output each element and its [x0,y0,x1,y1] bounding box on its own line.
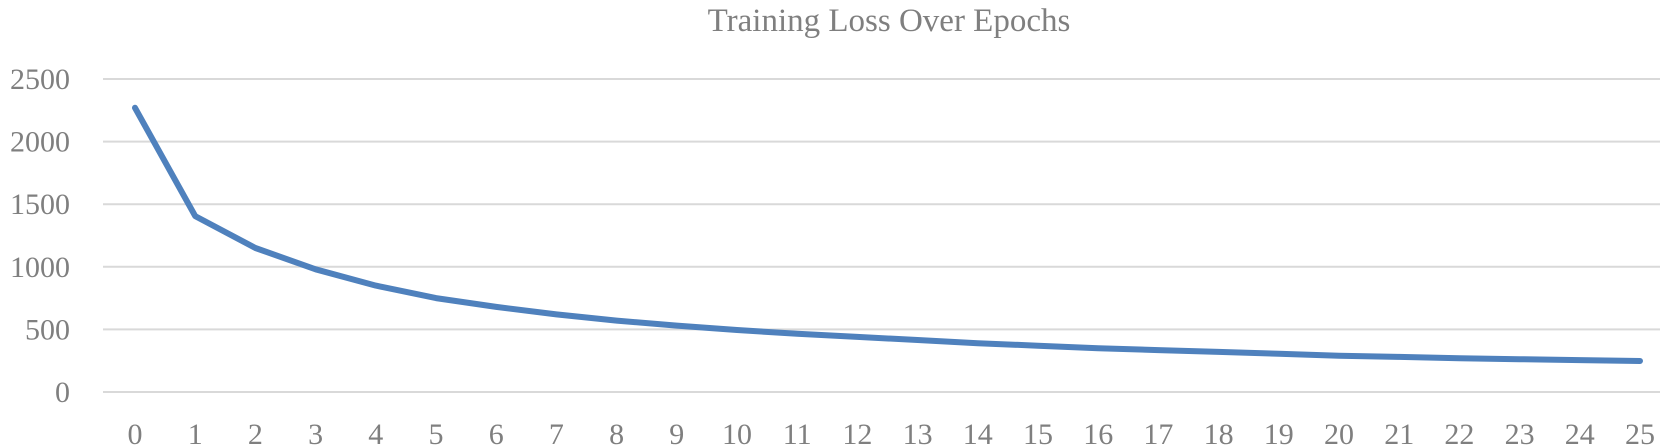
x-tick-label: 15 [1023,418,1053,445]
x-tick-label: 21 [1384,418,1414,445]
x-tick-label: 17 [1143,418,1173,445]
y-axis-ticks: 0 500 1000 1500 2000 2500 [10,63,70,409]
x-tick-label: 25 [1625,418,1655,445]
x-tick-label: 1 [188,418,203,445]
x-tick-label: 19 [1264,418,1294,445]
x-tick-label: 14 [963,418,993,445]
x-tick-label: 2 [248,418,263,445]
x-tick-label: 7 [549,418,564,445]
x-tick-label: 8 [609,418,624,445]
y-tick-label: 1500 [10,188,70,221]
x-tick-label: 3 [308,418,323,445]
x-tick-label: 22 [1444,418,1474,445]
x-tick-label: 12 [842,418,872,445]
chart-title: Training Loss Over Epochs [708,3,1071,39]
x-tick-label: 23 [1505,418,1535,445]
y-tick-label: 2000 [10,126,70,159]
y-tick-label: 0 [55,376,70,409]
x-tick-label: 6 [489,418,504,445]
x-tick-label: 16 [1083,418,1113,445]
x-tick-label: 20 [1324,418,1354,445]
gridlines [103,78,1660,393]
y-tick-label: 2500 [10,63,70,96]
x-tick-label: 5 [429,418,444,445]
x-tick-label: 13 [903,418,933,445]
x-tick-label: 4 [368,418,383,445]
x-tick-label: 11 [783,418,812,445]
y-tick-label: 1000 [10,251,70,284]
y-tick-label: 500 [25,313,70,346]
x-tick-label: 24 [1565,418,1595,445]
series-line [132,104,1643,364]
x-axis-ticks: 0 1 2 3 4 5 6 7 8 9 10 11 12 13 14 15 16 17 18 19 20 21 22 23 24… [128,418,1656,445]
x-tick-label: 10 [722,418,752,445]
x-tick-label: 9 [669,418,684,445]
x-tick-label: 18 [1204,418,1234,445]
series-lines [132,104,1643,364]
x-tick-label: 0 [128,418,143,445]
